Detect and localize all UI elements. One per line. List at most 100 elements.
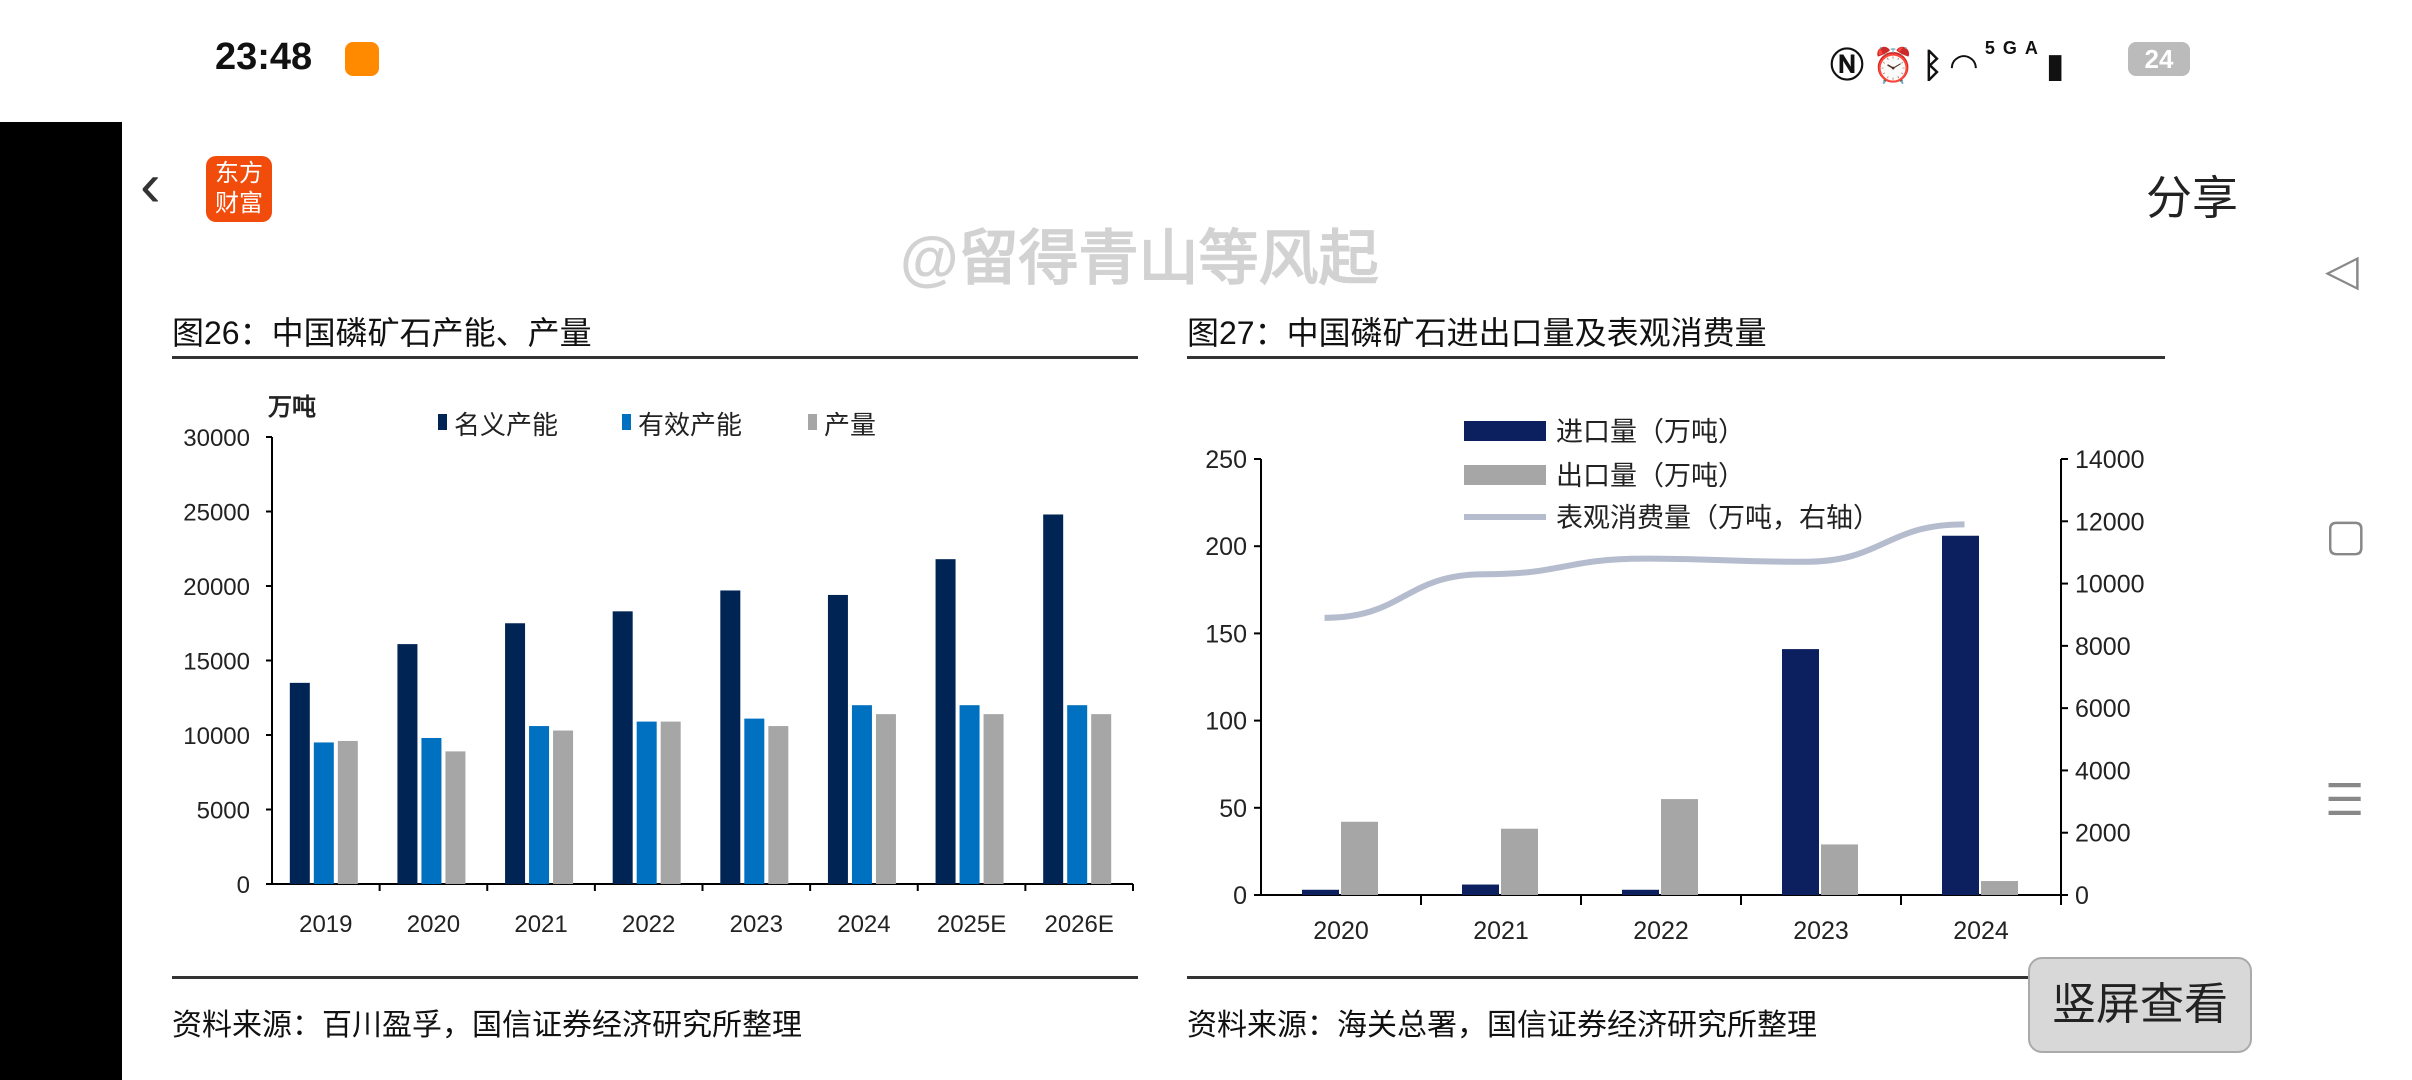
x-tick-label: 2025E [937,911,1006,938]
divider [1187,976,2165,979]
figure-left-source: 资料来源：百川盈孚，国信证券经济研究所整理 [172,1009,802,1042]
right-y-tick-label: 6000 [2075,695,2131,723]
left-y-tick-label: 50 [1219,795,1247,823]
bar-export-2022 [1661,799,1698,895]
y-unit-label: 万吨 [268,394,316,421]
legend-swatch [808,414,817,430]
bar-import-2021 [1462,884,1499,895]
bar-有效产能-2024 [851,705,872,884]
bar-名义产能-2019 [289,682,310,884]
bar-有效产能-2019 [313,742,334,884]
legend-label: 表观消费量（万吨，右轴） [1556,503,1880,533]
x-tick-label: 2023 [730,911,783,938]
bar-产量-2021 [553,730,574,884]
bar-import-2023 [1782,649,1819,895]
legend-swatch [1464,421,1546,441]
bar-有效产能-2026E [1067,705,1088,884]
bar-产量-2022 [660,721,681,884]
bar-有效产能-2023 [744,718,765,884]
bar-import-2020 [1302,889,1339,895]
app-logo: 东方 财富 [206,156,272,222]
legend-swatch [622,414,631,430]
watermark: @留得青山等风起 [900,225,1379,292]
bar-产量-2023 [768,726,789,884]
bar-import-2022 [1622,889,1659,895]
bar-export-2020 [1341,821,1378,895]
divider [1187,356,2165,359]
bar-有效产能-2025E [959,705,980,884]
bar-import-2024 [1942,535,1979,895]
bar-产量-2024 [875,714,896,884]
bar-产量-2025E [983,714,1004,884]
x-tick-label: 2022 [1633,917,1689,945]
x-tick-label: 2022 [622,911,675,938]
left-y-tick-label: 250 [1205,446,1247,474]
back-button[interactable]: ‹ [140,150,161,221]
figure-left-title: 图26：中国磷矿石产能、产量 [172,315,592,351]
x-tick-label: 2019 [299,911,352,938]
right-y-tick-label: 0 [2075,882,2089,910]
bar-产量-2026E [1091,714,1112,884]
legend-swatch [1464,465,1546,485]
bar-有效产能-2020 [421,737,442,884]
bar-名义产能-2025E [935,559,956,884]
x-tick-label: 2023 [1793,917,1849,945]
bar-产量-2019 [337,740,358,884]
right-y-tick-label: 14000 [2075,446,2145,474]
y-tick-label: 0 [237,872,250,899]
battery-icon: 24 [2128,42,2190,76]
legend-label: 出口量（万吨） [1556,461,1745,491]
nfc-icon: Ⓝ [1830,47,1872,85]
bar-名义产能-2020 [397,644,418,884]
left-y-tick-label: 150 [1205,620,1247,648]
5g-signal-icon: 5GA [1984,38,2046,58]
divider [172,976,1138,979]
bar-有效产能-2021 [529,726,550,884]
signal-bars-icon: ▮ [2045,47,2073,85]
logo-line-1: 东方 [215,160,263,187]
legend-label: 进口量（万吨） [1556,417,1745,447]
bar-名义产能-2026E [1043,514,1064,884]
home-square-icon[interactable]: ▢ [2325,511,2367,560]
left-y-tick-label: 0 [1233,882,1247,910]
y-tick-label: 30000 [183,425,250,452]
left-y-tick-label: 200 [1205,533,1247,561]
bar-export-2024 [1981,881,2018,895]
menu-lines-icon[interactable]: ☰ [2325,776,2365,825]
y-tick-label: 10000 [183,723,250,750]
x-tick-label: 2020 [407,911,460,938]
figure-right-source: 资料来源：海关总署，国信证券经济研究所整理 [1187,1009,1817,1042]
bar-产量-2020 [445,751,466,884]
bar-名义产能-2021 [505,623,526,884]
x-tick-label: 2026E [1044,911,1113,938]
legend-swatch [438,414,447,430]
x-tick-label: 2020 [1313,917,1369,945]
right-y-tick-label: 2000 [2075,820,2131,848]
bar-名义产能-2022 [612,611,633,884]
x-tick-label: 2024 [837,911,890,938]
status-icons: Ⓝ⏰ᛒ◠5GA▮ [1830,38,2073,87]
y-tick-label: 15000 [183,649,250,676]
share-button[interactable]: 分享 [2146,172,2238,224]
status-bar [0,0,2412,120]
y-tick-label: 5000 [197,798,250,825]
wifi-icon: ◠ [1950,47,1985,85]
chevron-left-icon: ‹ [140,151,161,220]
right-y-tick-label: 4000 [2075,757,2131,785]
portrait-view-button[interactable]: 竖屏查看 [2028,957,2252,1053]
bar-export-2021 [1501,828,1538,895]
y-tick-label: 20000 [183,574,250,601]
right-y-tick-label: 10000 [2075,571,2145,599]
notification-app-icon [345,42,379,76]
right-y-tick-label: 8000 [2075,633,2131,661]
clock: 23:48 [215,36,313,78]
logo-line-2: 财富 [215,190,263,217]
alarm-icon: ⏰ [1872,47,1923,85]
bluetooth-icon: ᛒ [1922,47,1951,85]
right-y-tick-label: 12000 [2075,508,2145,536]
bar-有效产能-2022 [636,721,657,884]
bar-名义产能-2023 [720,590,741,884]
back-triangle-icon[interactable]: ◁ [2325,246,2359,295]
legend-label: 名义产能 [454,410,558,440]
